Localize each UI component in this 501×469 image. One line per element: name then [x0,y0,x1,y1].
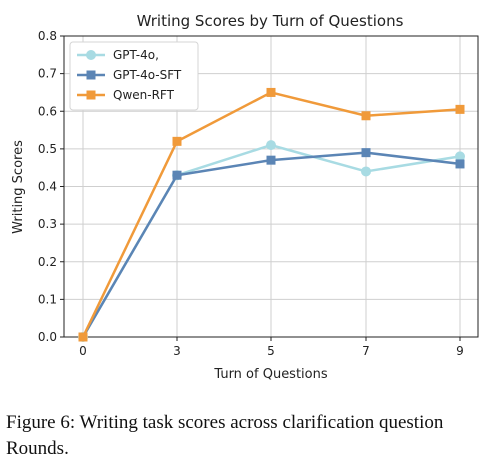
series-group [78,87,465,342]
y-axis-label: Writing Scores [11,140,26,234]
figure-caption: Figure 6: Writing task scores across cla… [6,412,444,459]
y-tick-label: 0.7 [38,67,57,81]
legend-swatch-marker [86,70,96,80]
legend-item: GPT-4o-SFT [77,68,182,82]
y-tick-label: 0.8 [38,29,57,43]
legend-item: Qwen-RFT [77,88,175,102]
x-tick-label: 9 [456,344,464,358]
legend-item: GPT-4o, [77,48,159,62]
x-axis-label: Turn of Questions [213,367,328,382]
data-point [455,159,465,169]
y-tick-label: 0.5 [38,142,57,156]
data-point [172,170,182,180]
data-point [361,111,371,121]
data-point [266,155,276,165]
legend: GPT-4o, GPT-4o-SFT Qwen-RFT [69,41,199,111]
data-point [78,332,88,342]
x-tick-label: 5 [267,344,275,358]
axis-ticks: 0 3 5 7 9 0.0 0.1 0.2 0.3 0.4 0.5 0.6 0.7 0.8 [38,29,464,358]
data-point [361,166,371,177]
legend-box [69,41,199,111]
legend-swatch-marker [86,90,96,100]
y-tick-label: 0.3 [38,217,57,231]
x-tick-label: 0 [79,344,87,358]
line-chart: Writing Scores by Turn of Questions 0 3 5 7… [11,12,479,382]
x-tick-label: 7 [362,344,370,358]
x-tick-label: 3 [173,344,181,358]
data-point [455,151,465,162]
y-tick-label: 0.2 [38,255,57,269]
data-point [172,136,182,146]
data-point [266,140,276,151]
legend-label: GPT-4o, [113,48,159,62]
y-tick-label: 0.4 [38,180,57,194]
series-2 [78,87,465,342]
y-tick-label: 0.6 [38,104,57,118]
y-tick-label: 0.0 [38,330,57,344]
legend-label: Qwen-RFT [113,88,175,102]
data-point [266,87,276,97]
chart-title: Writing Scores by Turn of Questions [137,12,404,30]
legend-label: GPT-4o-SFT [113,68,182,82]
data-point [455,104,465,114]
data-point [361,148,371,158]
y-tick-label: 0.1 [38,292,57,306]
legend-swatch-marker [86,50,96,60]
